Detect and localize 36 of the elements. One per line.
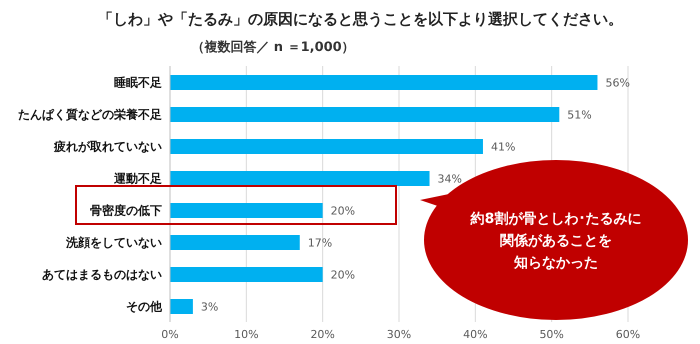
data-label: 3%: [200, 300, 218, 314]
bar: [170, 267, 323, 282]
annotation: 関係があることを: [499, 232, 613, 251]
y-tick-label: たんぱく質などの栄養不足: [18, 107, 162, 122]
bar: [170, 235, 300, 250]
x-tick-label: 20%: [310, 328, 335, 341]
bar: [170, 75, 598, 90]
data-label: 34%: [438, 172, 462, 186]
y-tick-label: 運動不足: [113, 171, 162, 186]
x-tick-label: 30%: [386, 328, 412, 341]
chart-title: 「しわ」や「たるみ」の原因になると思うことを以下より選択してください。: [98, 10, 623, 29]
x-tick-label: 50%: [539, 328, 564, 341]
bar: [170, 107, 560, 122]
annotation: 約8割が骨としわ･たるみに: [469, 210, 642, 229]
bar: [170, 203, 323, 218]
chart-subtitle: （複数回答／ n ＝1,000）: [190, 38, 356, 56]
data-label: 20%: [330, 268, 356, 282]
data-label: 17%: [308, 236, 332, 250]
y-tick-label: あてはまるものはない: [42, 267, 162, 282]
annotation: 知らなかった: [513, 254, 599, 273]
x-tick-label: 0%: [161, 328, 179, 341]
data-label: 56%: [605, 76, 630, 90]
x-tick-label: 60%: [616, 328, 640, 341]
x-tick-label: 40%: [463, 328, 488, 341]
data-label: 41%: [490, 140, 516, 154]
y-tick-label: その他: [126, 299, 163, 314]
y-tick-label: 骨密度の低下: [90, 203, 162, 218]
data-label: 20%: [330, 204, 356, 218]
bar: [170, 299, 193, 314]
x-tick-label: 10%: [234, 328, 259, 341]
y-tick-label: 睡眠不足: [114, 75, 162, 90]
bar: [170, 171, 430, 186]
bar: [170, 139, 483, 154]
data-label: 51%: [567, 108, 592, 122]
y-tick-label: 洗顔をしていない: [65, 235, 162, 250]
y-tick-label: 疲れが取れていない: [53, 139, 162, 154]
